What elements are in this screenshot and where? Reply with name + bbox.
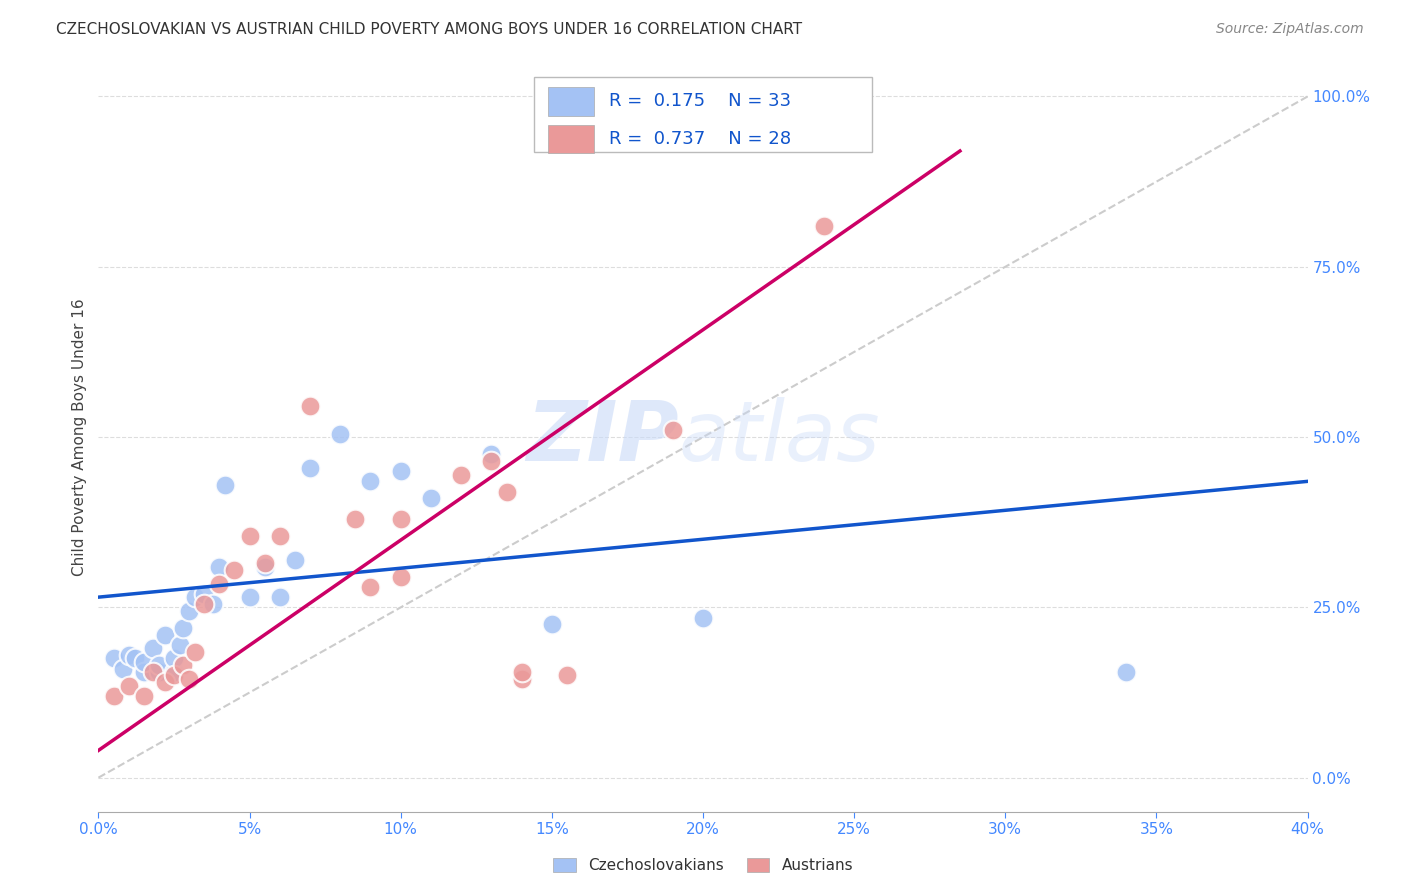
Point	[153, 675, 176, 690]
Point	[299, 460, 322, 475]
Point	[193, 597, 215, 611]
Point	[481, 447, 503, 461]
Point	[284, 552, 307, 566]
Point	[540, 617, 562, 632]
Point	[360, 580, 382, 594]
Point	[450, 467, 472, 482]
Point	[420, 491, 443, 506]
Text: atlas: atlas	[679, 397, 880, 477]
Point	[510, 672, 533, 686]
Point	[132, 655, 155, 669]
Point	[169, 638, 191, 652]
Point	[184, 645, 207, 659]
Point	[142, 665, 165, 679]
Point	[269, 529, 291, 543]
Point	[163, 665, 186, 679]
Point	[118, 679, 141, 693]
Bar	[548, 87, 595, 116]
FancyBboxPatch shape	[534, 78, 872, 153]
Point	[148, 665, 170, 679]
Point	[148, 658, 170, 673]
Point	[179, 672, 201, 686]
Point	[389, 464, 412, 478]
Point	[360, 475, 382, 489]
Point	[329, 426, 352, 441]
Point	[495, 484, 517, 499]
Point	[193, 587, 215, 601]
Point	[124, 651, 146, 665]
Text: ZIP: ZIP	[526, 397, 679, 477]
Legend: Czechoslovakians, Austrians: Czechoslovakians, Austrians	[547, 852, 859, 879]
Point	[224, 563, 246, 577]
Point	[111, 662, 134, 676]
Point	[208, 559, 231, 574]
Text: R =  0.737    N = 28: R = 0.737 N = 28	[609, 130, 790, 148]
Text: Source: ZipAtlas.com: Source: ZipAtlas.com	[1216, 22, 1364, 37]
Point	[389, 570, 412, 584]
Point	[269, 590, 291, 604]
Point	[661, 423, 683, 437]
Point	[813, 219, 835, 233]
Text: R =  0.175    N = 33: R = 0.175 N = 33	[609, 93, 790, 111]
Point	[299, 400, 322, 414]
Point	[481, 454, 503, 468]
Point	[103, 651, 125, 665]
Point	[239, 529, 262, 543]
Point	[389, 512, 412, 526]
Point	[163, 668, 186, 682]
Point	[132, 689, 155, 703]
Y-axis label: Child Poverty Among Boys Under 16: Child Poverty Among Boys Under 16	[72, 298, 87, 576]
Point	[172, 658, 194, 673]
Text: CZECHOSLOVAKIAN VS AUSTRIAN CHILD POVERTY AMONG BOYS UNDER 16 CORRELATION CHART: CZECHOSLOVAKIAN VS AUSTRIAN CHILD POVERT…	[56, 22, 803, 37]
Point	[214, 477, 236, 491]
Point	[555, 668, 578, 682]
Point	[153, 627, 176, 641]
Point	[692, 610, 714, 624]
Point	[163, 651, 186, 665]
Point	[202, 597, 225, 611]
Point	[172, 621, 194, 635]
Point	[103, 689, 125, 703]
Point	[179, 604, 201, 618]
Point	[253, 556, 276, 570]
Point	[132, 665, 155, 679]
Point	[184, 590, 207, 604]
Point	[142, 641, 165, 656]
Point	[344, 512, 367, 526]
Point	[253, 559, 276, 574]
Point	[510, 665, 533, 679]
Point	[239, 590, 262, 604]
Point	[1115, 665, 1137, 679]
Point	[118, 648, 141, 662]
Point	[208, 576, 231, 591]
Bar	[548, 125, 595, 153]
